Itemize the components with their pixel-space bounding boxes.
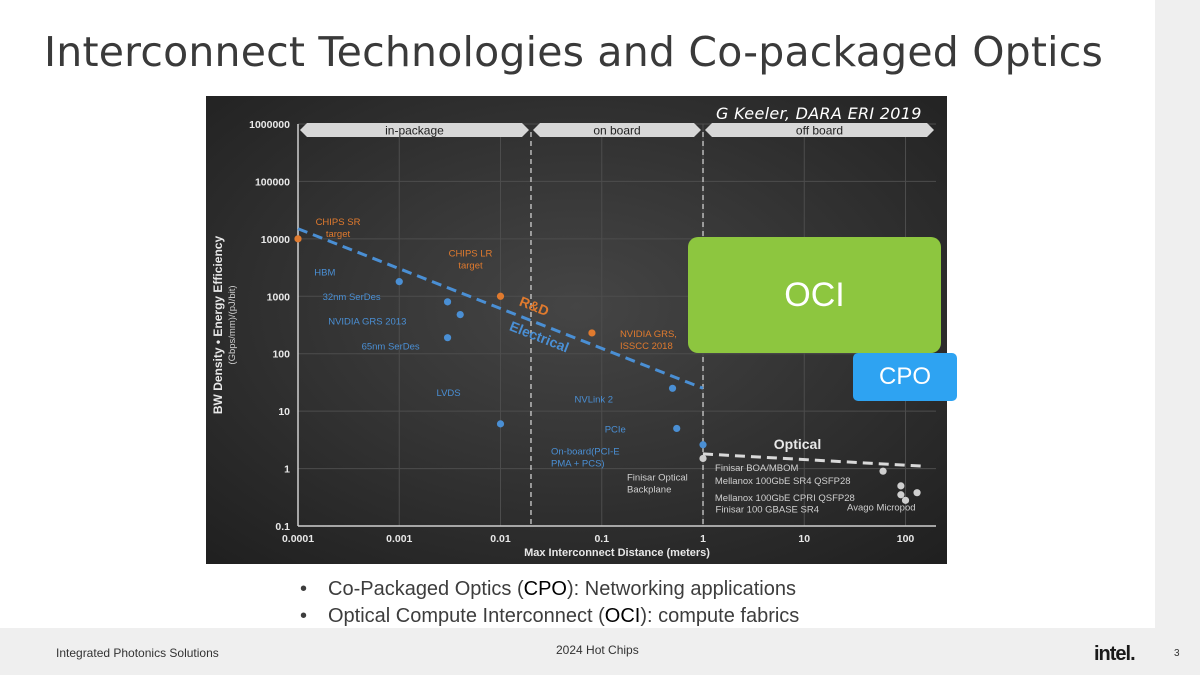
region-label: on board: [593, 124, 640, 138]
x-tick-label: 0.1: [594, 533, 609, 545]
bullet-item: • Optical Compute Interconnect (OCI): com…: [300, 603, 799, 630]
data-point: [668, 384, 677, 392]
data-point: [443, 334, 452, 342]
bullet-text: ): compute fabrics: [640, 605, 800, 627]
data-label: Mellanox 100GbE CPRI QSFP28: [715, 493, 855, 504]
x-tick-label: 1: [700, 533, 706, 545]
data-label: HBM: [314, 268, 335, 279]
region-bar: [705, 123, 934, 137]
data-label: NVIDIA GRS, ISSCC 2018: [620, 329, 677, 352]
data-point: [496, 420, 505, 428]
intel-logo: intel.: [1094, 643, 1136, 665]
y-tick-label: 0.1: [275, 521, 290, 533]
region-bar: [532, 123, 702, 137]
x-tick-label: 10: [798, 533, 810, 545]
data-label: Finisar Optical Backplane: [627, 472, 688, 495]
oci-label: OCI: [784, 275, 845, 314]
bullet-bold: CPO: [523, 578, 567, 600]
bullet-list: • Co-Packaged Optics (CPO): Networking ap…: [300, 576, 799, 630]
data-label: Finisar BOA/MBOM: [715, 463, 798, 474]
y-tick-label: 100000: [255, 176, 290, 188]
data-point: [699, 454, 707, 463]
bullet-text: ): Networking applications: [566, 578, 796, 600]
data-point: [496, 292, 505, 300]
x-tick-label: 0.001: [386, 533, 412, 545]
data-point: [879, 467, 887, 475]
x-axis-title: Max Interconnect Distance (meters): [524, 547, 710, 559]
bullet-bold: OCI: [604, 605, 641, 627]
citation-text: G Keeler, DARA ERI 2019: [716, 104, 922, 123]
data-label: 32nm SerDes: [323, 292, 381, 303]
data-label: Avago Micropod: [847, 503, 915, 514]
right-margin-strip: [1155, 0, 1200, 675]
data-point: [673, 424, 681, 433]
data-label: PCIe: [605, 424, 626, 435]
data-label: CHIPS LR target: [449, 248, 493, 271]
bullet-marker: •: [300, 605, 308, 627]
data-point: [395, 278, 403, 286]
data-label: 65nm SerDes: [362, 342, 420, 353]
x-tick-label: 100: [897, 533, 915, 545]
region-label: in-package: [385, 124, 444, 138]
data-point: [913, 489, 921, 497]
y-tick-label: 10000: [261, 234, 290, 246]
data-label: NVIDIA GRS 2013: [328, 317, 406, 328]
data-label: On-board(PCI-E PMA + PCS): [551, 447, 620, 470]
region-bar: [300, 123, 529, 137]
cpo-label: CPO: [878, 363, 931, 390]
data-point: [901, 496, 910, 504]
data-label: LVDS: [437, 388, 461, 399]
trendline-label: Optical: [774, 436, 821, 452]
data-point: [897, 482, 905, 490]
data-point: [456, 310, 464, 319]
y-axis-subtitle: (Gbps/mm)/(pJ/bit): [227, 285, 238, 364]
trendline: [297, 227, 704, 390]
bullet-marker: •: [300, 578, 308, 600]
data-point: [443, 298, 452, 306]
y-tick-label: 10: [278, 406, 290, 418]
page-number: 3: [1174, 648, 1180, 659]
bullet-text: Optical Compute Interconnect (: [328, 605, 605, 627]
data-point: [294, 235, 302, 243]
footer-band: [0, 628, 1200, 675]
y-tick-label: 100: [272, 349, 290, 361]
footer-center-text: 2024 Hot Chips: [556, 643, 639, 657]
oci-callout: OCI: [688, 237, 941, 353]
data-point: [897, 491, 905, 499]
x-tick-label: 0.01: [490, 533, 511, 545]
y-tick-label: 1000: [267, 291, 291, 303]
data-label: Mellanox 100GbE SR4 QSFP28: [715, 476, 851, 487]
x-tick-label: 0.0001: [282, 533, 314, 545]
trendline: [702, 452, 924, 468]
y-axis-title: BW Density • Energy Efficiency: [211, 236, 225, 415]
bullet-item: • Co-Packaged Optics (CPO): Networking ap…: [300, 576, 799, 603]
y-tick-label: 1: [284, 464, 290, 476]
data-label: Finisar 100 GBASE SR4: [716, 504, 820, 515]
y-tick-label: 1000000: [249, 119, 290, 131]
cpo-callout: CPO: [853, 353, 957, 401]
data-point: [699, 441, 707, 449]
data-label: CHIPS SR target: [316, 217, 361, 240]
data-point: [588, 329, 596, 337]
bullet-text: Co-Packaged Optics (: [328, 578, 524, 600]
slide-title: Interconnect Technologies and Co-package…: [44, 28, 1104, 76]
data-label: NVLink 2: [575, 394, 614, 405]
region-label: off board: [796, 124, 843, 138]
footer-left-text: Integrated Photonics Solutions: [56, 646, 219, 660]
